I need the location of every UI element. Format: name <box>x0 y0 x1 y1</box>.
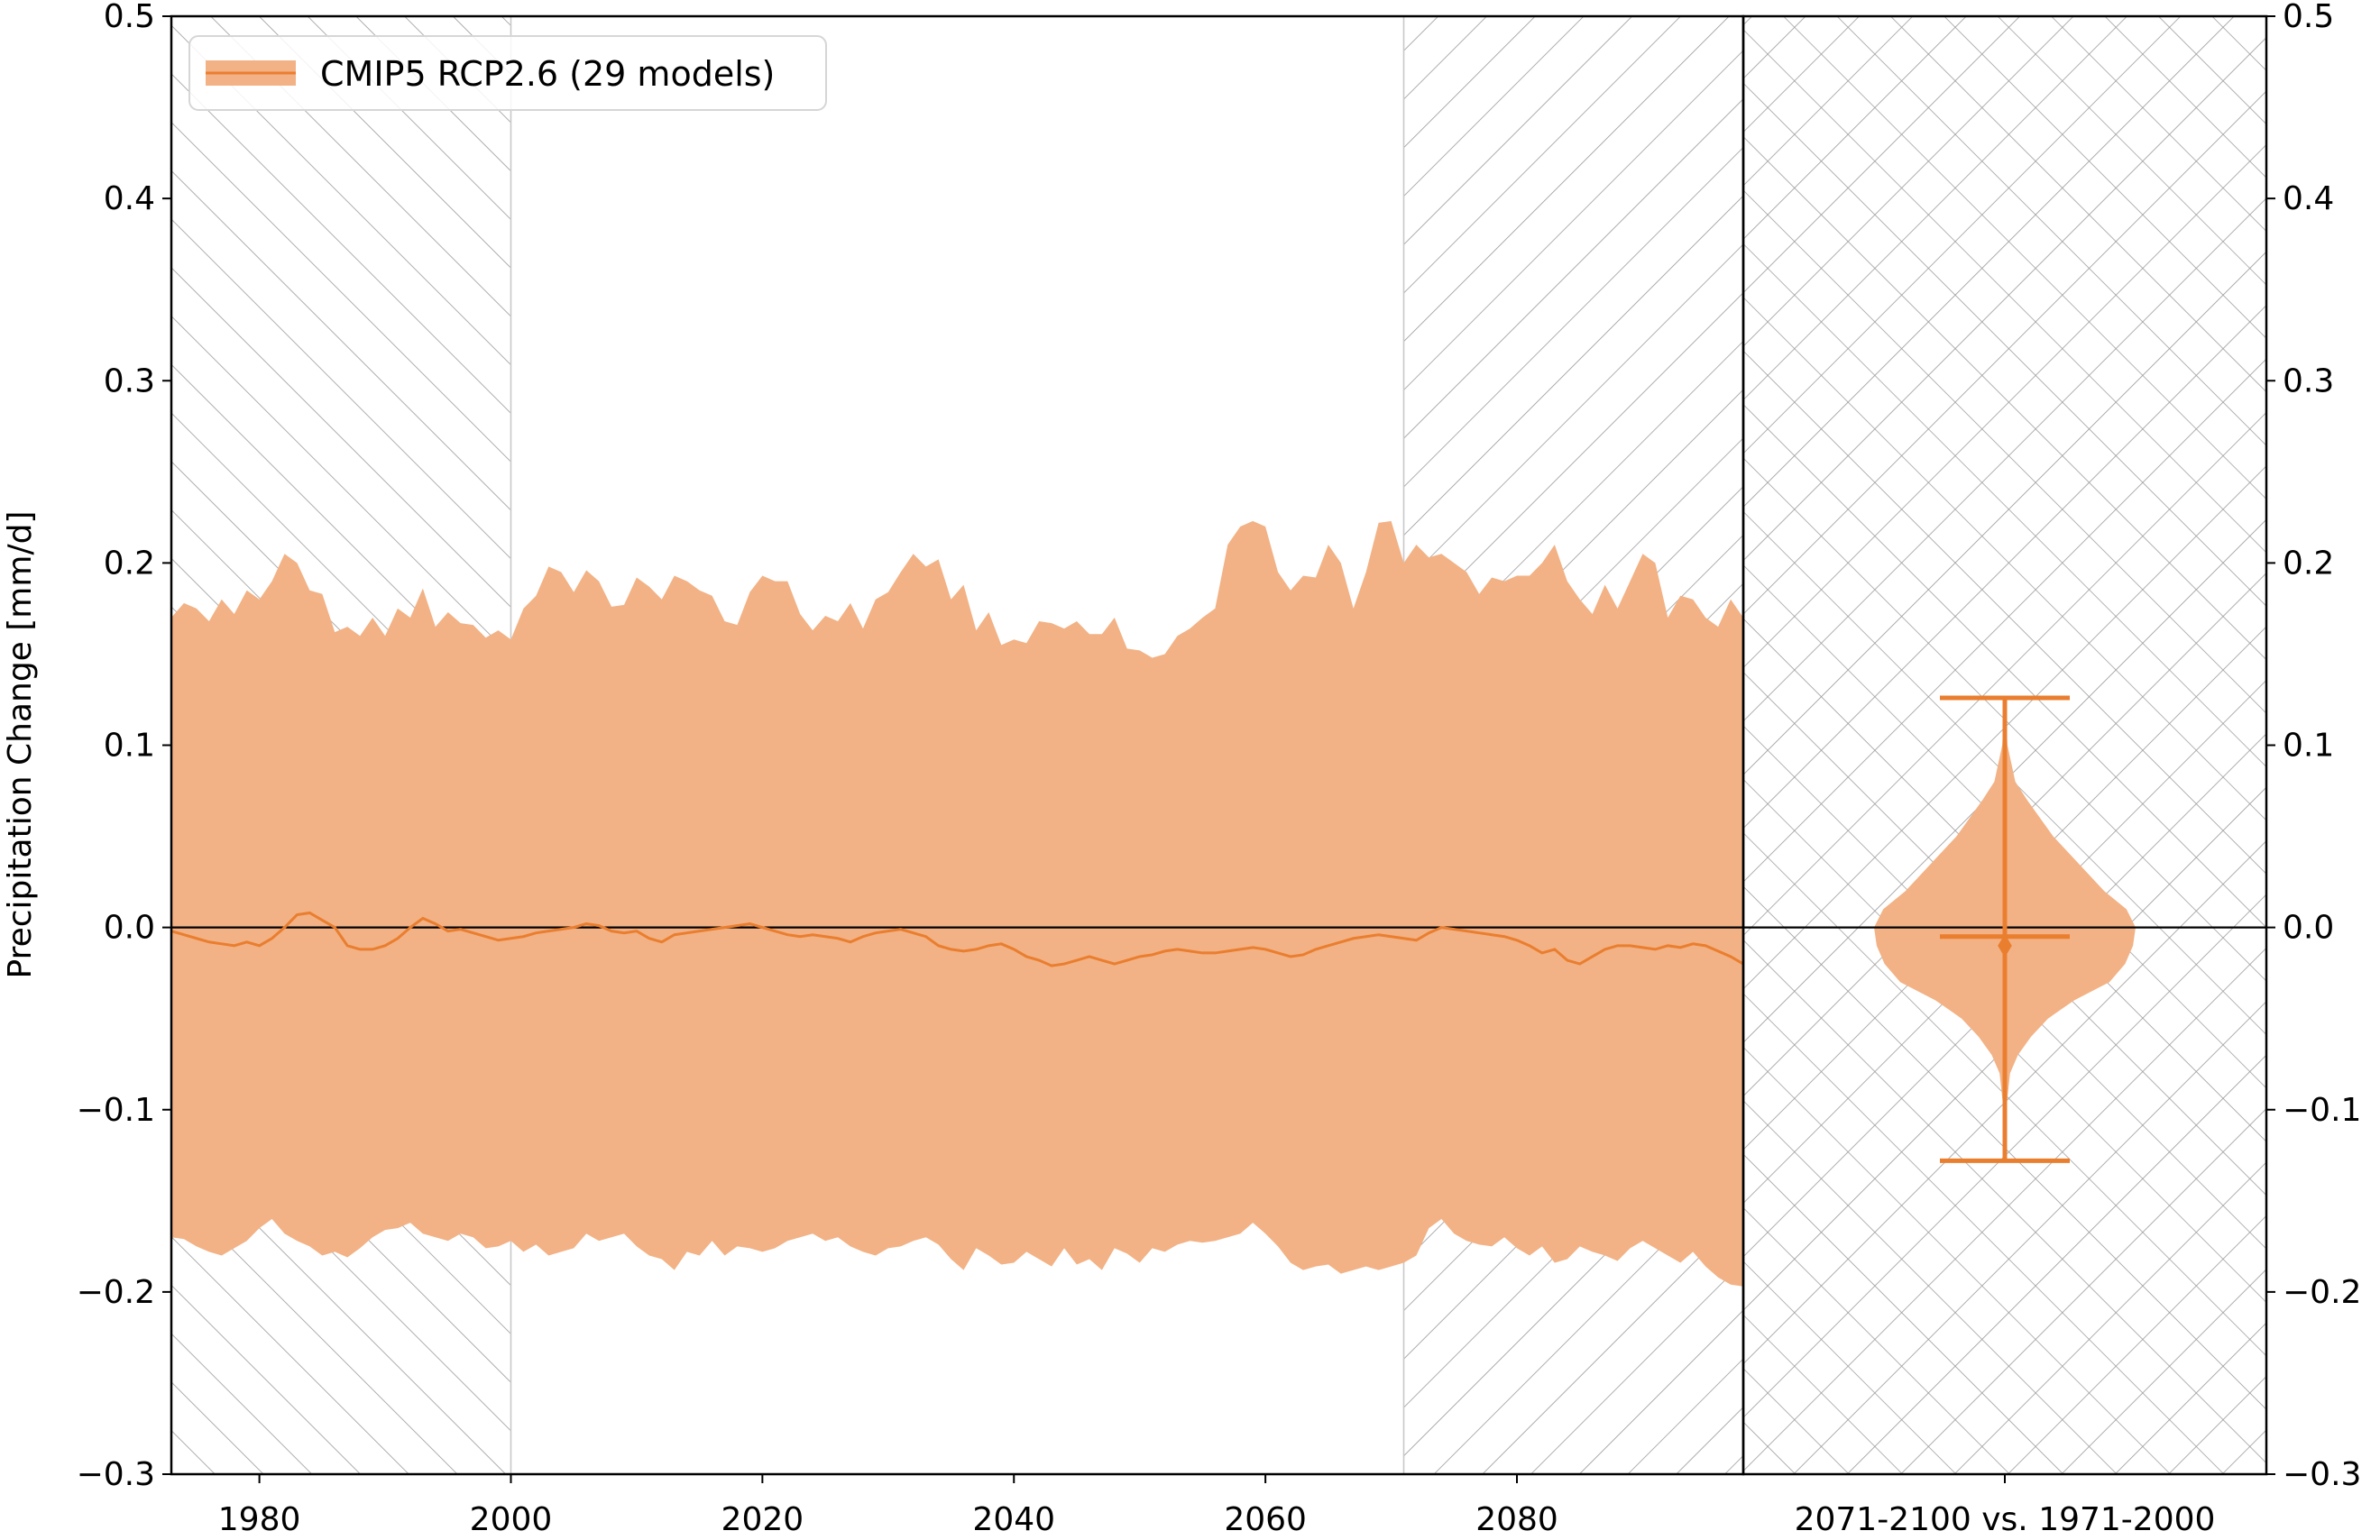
y-tick-label-right: 0.5 <box>2283 0 2334 35</box>
y-tick-label-left: 0.5 <box>104 0 155 35</box>
x-tick-label: 2080 <box>1475 1501 1558 1538</box>
y-tick-label-left: −0.3 <box>77 1456 155 1493</box>
y-axis-title: Precipitation Change [mm/d] <box>2 511 39 979</box>
x-tick-label: 2040 <box>972 1501 1055 1538</box>
y-tick-label-right: 0.3 <box>2283 362 2334 399</box>
y-tick-label-right: 0.1 <box>2283 728 2334 765</box>
y-axis-left: 0.5 0.4 0.3 0.2 0.1 0.0 −0.1 −0.2 −0.3 <box>77 0 171 1493</box>
y-tick-label-left: −0.2 <box>77 1274 155 1311</box>
y-tick-label-left: 0.3 <box>104 362 155 399</box>
y-tick-label-right: 0.4 <box>2283 180 2334 217</box>
violin-x-label: 2071-2100 vs. 1971-2000 <box>1795 1501 2216 1538</box>
y-tick-label-left: 0.2 <box>104 545 155 582</box>
y-tick-label-right: 0.0 <box>2283 910 2334 947</box>
x-tick-label: 2020 <box>721 1501 804 1538</box>
model-spread-band <box>171 520 1743 1287</box>
y-tick-label-right: −0.2 <box>2283 1274 2361 1311</box>
violin-mean-marker <box>1998 933 2012 958</box>
y-tick-label-right: 0.2 <box>2283 545 2334 582</box>
y-tick-label-left: 0.4 <box>104 180 155 217</box>
multimodel-mean-line <box>171 911 1743 967</box>
legend-label: CMIP5 RCP2.6 (29 models) <box>320 54 775 94</box>
y-tick-label-right: −0.3 <box>2283 1456 2361 1493</box>
x-axis: 1980 2000 2020 2040 2060 2080 <box>218 1474 1558 1538</box>
y-axis-right: 0.5 0.4 0.3 0.2 0.1 0.0 −0.1 −0.2 −0.3 <box>2266 0 2361 1493</box>
y-tick-label-left: −0.1 <box>77 1092 155 1129</box>
x-tick-label: 2060 <box>1224 1501 1307 1538</box>
y-tick-label-left: 0.1 <box>104 728 155 765</box>
x-tick-label: 2000 <box>470 1501 553 1538</box>
y-tick-label-right: −0.1 <box>2283 1092 2361 1129</box>
violin-panel <box>1743 16 2266 1474</box>
y-tick-label-left: 0.0 <box>104 910 155 947</box>
legend-box <box>188 35 827 111</box>
x-tick-label: 1980 <box>218 1501 301 1538</box>
legend: CMIP5 RCP2.6 (29 models) <box>188 35 827 111</box>
timeseries-panel <box>171 16 1743 1474</box>
